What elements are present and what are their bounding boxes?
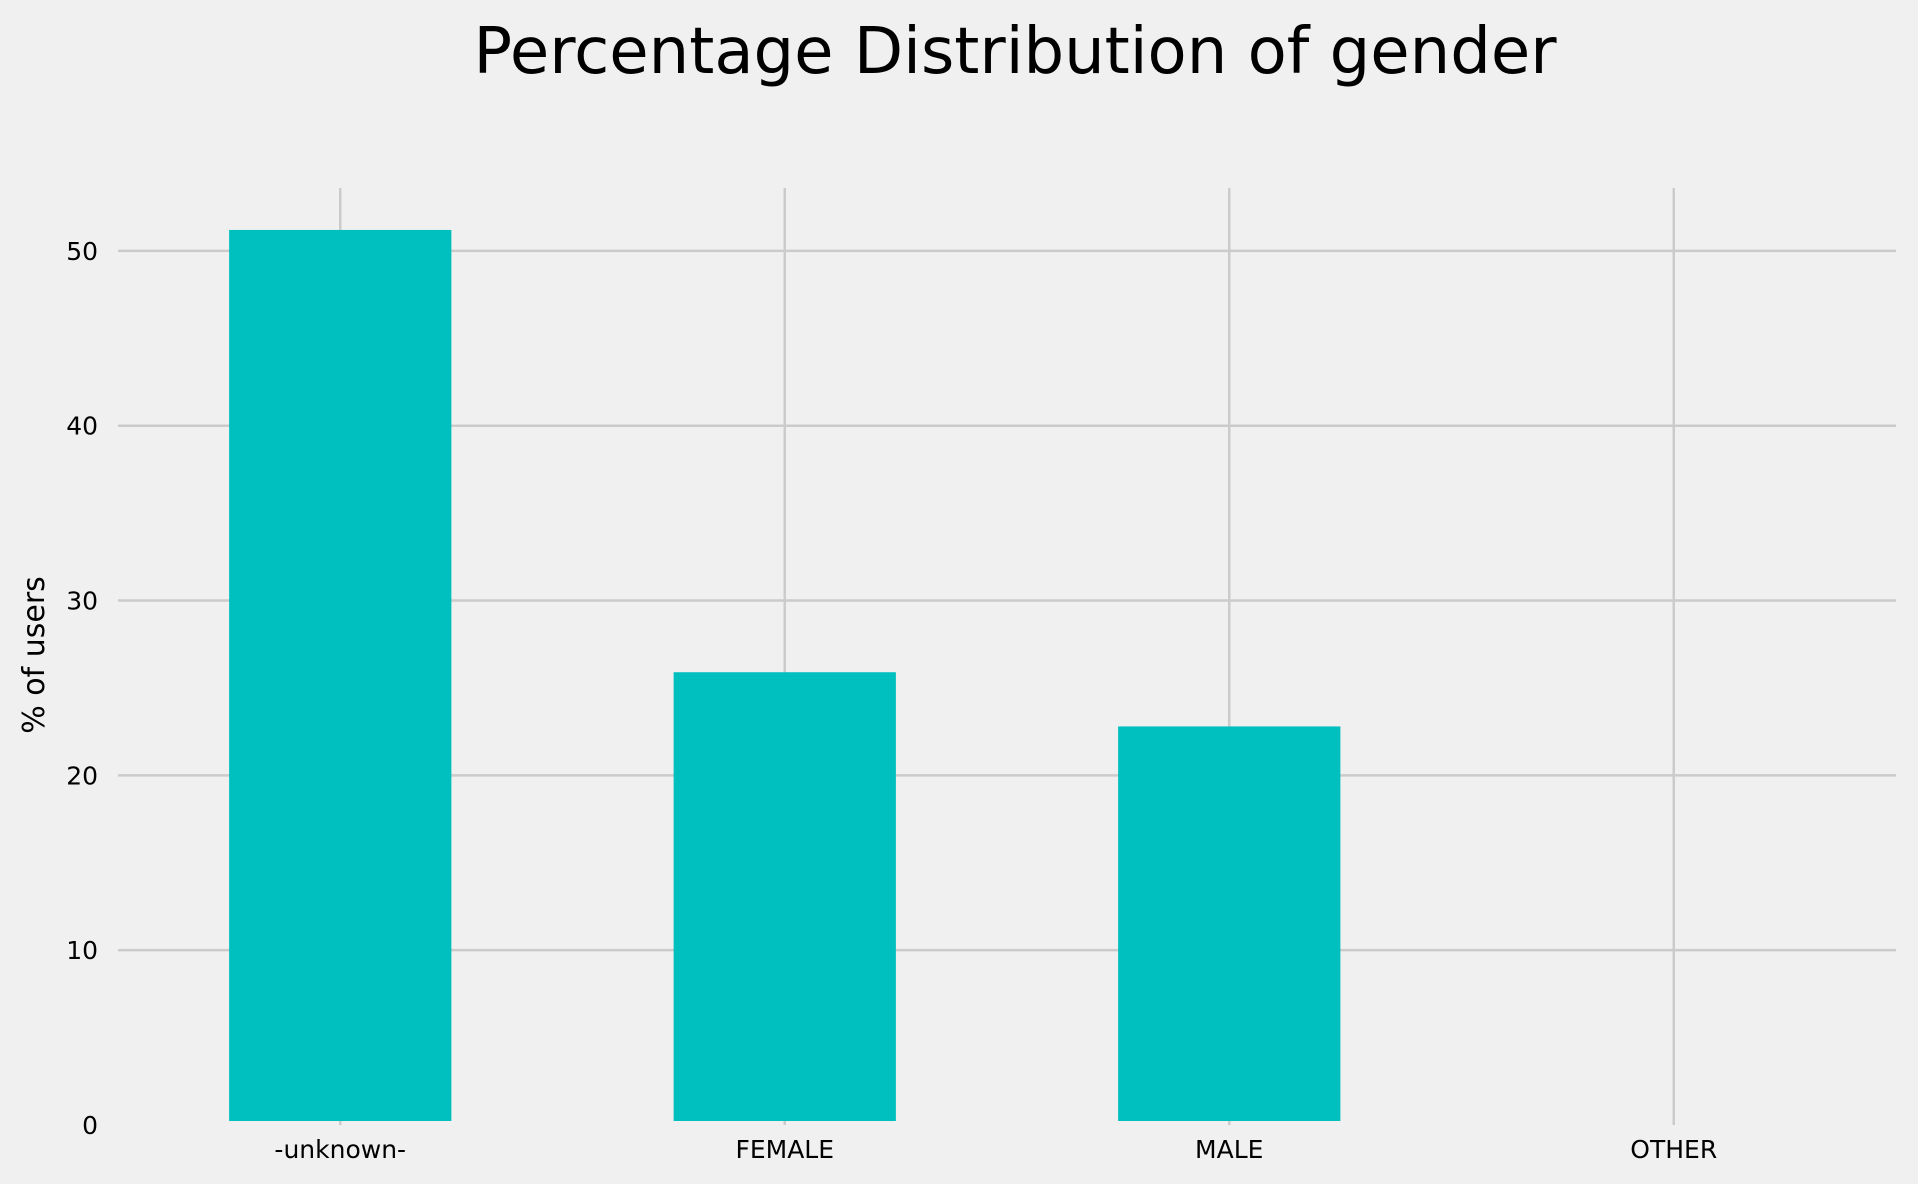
y-tick-label-1: 10 (66, 936, 98, 965)
bar-2 (1118, 726, 1341, 1121)
y-tick-label-0: 0 (82, 1111, 98, 1140)
x-axis-ticks: -unknown- FEMALE MALE OTHER (274, 1135, 1717, 1164)
bars (229, 229, 1341, 1122)
y-tick-label-2: 20 (66, 761, 98, 790)
y-tick-label-5: 50 (66, 237, 98, 266)
y-axis-ticks: 0 10 20 30 40 50 (66, 237, 98, 1140)
bar-0 (229, 229, 452, 1122)
y-tick-label-4: 40 (66, 412, 98, 441)
chart-title: Percentage Distribution of gender (474, 15, 1558, 89)
y-axis-label: % of users (17, 576, 52, 734)
x-tick-label-0: -unknown- (274, 1135, 406, 1164)
x-tick-label-2: MALE (1195, 1135, 1263, 1164)
x-tick-label-1: FEMALE (735, 1135, 834, 1164)
y-tick-label-3: 30 (66, 587, 98, 616)
x-tick-label-3: OTHER (1630, 1135, 1717, 1164)
bar-1 (673, 672, 896, 1121)
